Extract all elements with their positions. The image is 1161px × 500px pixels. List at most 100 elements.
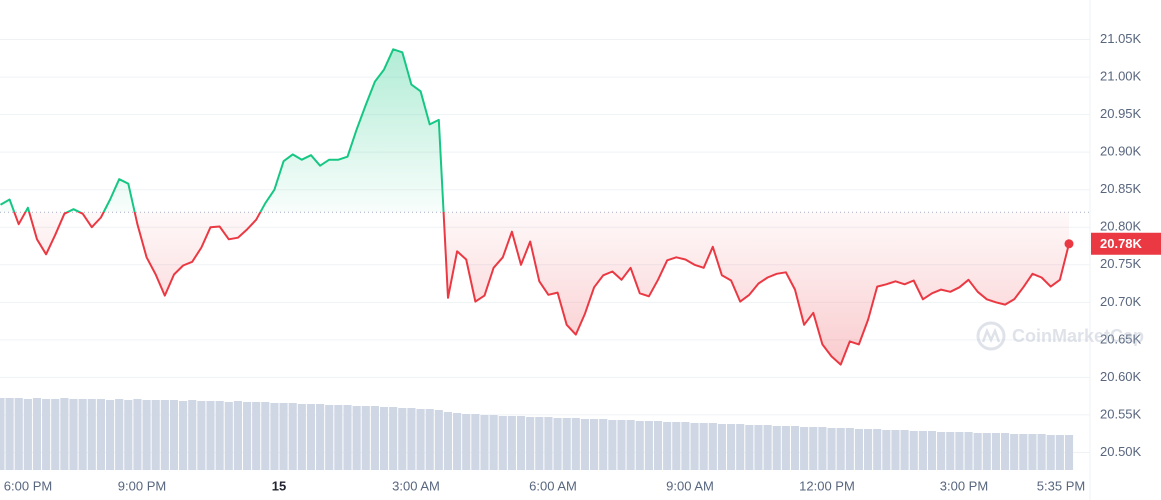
volume-bar <box>708 423 717 470</box>
x-tick-label: 15 <box>272 478 286 493</box>
volume-bar <box>736 424 745 470</box>
volume-bar <box>571 418 580 470</box>
volume-bar <box>32 398 42 470</box>
volume-bar <box>1046 435 1055 470</box>
volume-bar <box>416 409 425 470</box>
volume-bar <box>982 433 991 470</box>
x-tick-label: 6:00 AM <box>529 478 577 493</box>
volume-bar <box>124 400 133 470</box>
volume-bar <box>772 426 781 470</box>
y-tick-label: 20.60K <box>1100 369 1142 384</box>
volume-bar <box>516 416 526 470</box>
volume-bar <box>553 418 562 470</box>
volume-bar <box>151 400 160 470</box>
volume-bar <box>1037 434 1046 470</box>
volume-bar <box>233 401 242 470</box>
volume-bar <box>361 406 370 470</box>
volume-bar <box>489 415 498 470</box>
volume-bar <box>717 424 727 470</box>
volume-bar <box>873 429 882 470</box>
volume-bar <box>864 429 873 470</box>
volume-bar <box>279 403 288 470</box>
y-tick-label: 21.05K <box>1100 31 1142 46</box>
y-tick-label: 20.90K <box>1100 144 1142 159</box>
volume-bar <box>87 399 96 470</box>
x-tick-label: 5:35 PM <box>1037 478 1085 493</box>
x-tick-label: 6:00 PM <box>4 478 52 493</box>
volume-bar <box>580 419 590 470</box>
volume-bar <box>343 405 352 470</box>
volume-bar <box>845 428 854 470</box>
volume-bar <box>854 429 864 470</box>
volume-bar <box>5 398 14 470</box>
volume-bar <box>900 430 909 470</box>
volume-bar <box>562 418 571 470</box>
volume-bar <box>334 405 343 470</box>
volume-bar <box>325 405 334 470</box>
volume-bar <box>891 430 900 470</box>
volume-bar <box>644 421 653 470</box>
volume-bar <box>69 399 78 470</box>
volume-bar <box>973 433 982 470</box>
volume-bar <box>480 415 489 470</box>
volume-bar <box>288 403 297 470</box>
volume-bar <box>115 399 124 470</box>
volume-bar <box>389 407 398 470</box>
watermark-text: CoinMarketCap <box>1012 326 1144 346</box>
volume-bar <box>105 400 115 470</box>
volume-bar <box>653 421 663 470</box>
volume-bar <box>937 432 946 470</box>
volume-bar <box>909 431 918 470</box>
volume-bar <box>672 422 681 470</box>
volume-bar <box>60 398 69 470</box>
volume-bar <box>882 430 891 470</box>
volume-bar <box>727 424 736 470</box>
x-tick-label: 12:00 PM <box>799 478 855 493</box>
volume-bar <box>453 413 462 470</box>
volume-bar <box>179 401 188 470</box>
volume-bar <box>964 432 973 470</box>
volume-bar <box>434 410 443 470</box>
volume-bar <box>1028 434 1037 470</box>
volume-bar <box>526 417 535 470</box>
volume-bar <box>398 408 407 470</box>
volume-bar <box>160 400 169 470</box>
price-tag-label: 20.78K <box>1100 236 1143 251</box>
volume-bar <box>626 420 635 470</box>
volume-bar <box>617 420 626 470</box>
volume-bar <box>681 422 690 470</box>
volume-bar <box>142 400 151 470</box>
volume-bar <box>270 403 279 470</box>
volume-bar <box>781 426 790 470</box>
volume-bar <box>407 408 416 470</box>
volume-bar <box>23 399 32 470</box>
y-tick-label: 20.95K <box>1100 106 1142 121</box>
volume-bar <box>242 402 252 470</box>
volume-bar <box>544 417 553 470</box>
price-area <box>0 49 1069 365</box>
volume-bar <box>443 412 453 470</box>
volume-bar <box>927 431 937 470</box>
volume-bar <box>224 402 233 470</box>
volume-bar <box>462 414 471 470</box>
volume-bar <box>1000 433 1010 470</box>
volume-bar <box>946 432 955 470</box>
volume-bar <box>197 401 206 470</box>
y-tick-label: 20.70K <box>1100 294 1142 309</box>
y-tick-label: 20.55K <box>1100 406 1142 421</box>
volume-bar <box>352 406 361 470</box>
x-tick-label: 3:00 AM <box>392 478 440 493</box>
last-point <box>1064 239 1074 249</box>
volume-bar <box>316 404 325 470</box>
volume-bar <box>1010 434 1019 470</box>
volume-bar <box>763 425 772 470</box>
watermark: CoinMarketCap <box>976 321 1144 351</box>
volume-bar <box>215 401 224 470</box>
price-tag <box>1091 232 1161 255</box>
volume-bar <box>991 433 1000 470</box>
volume-bar <box>635 421 644 470</box>
volume-bar <box>800 427 809 470</box>
volume-bar <box>754 425 763 470</box>
